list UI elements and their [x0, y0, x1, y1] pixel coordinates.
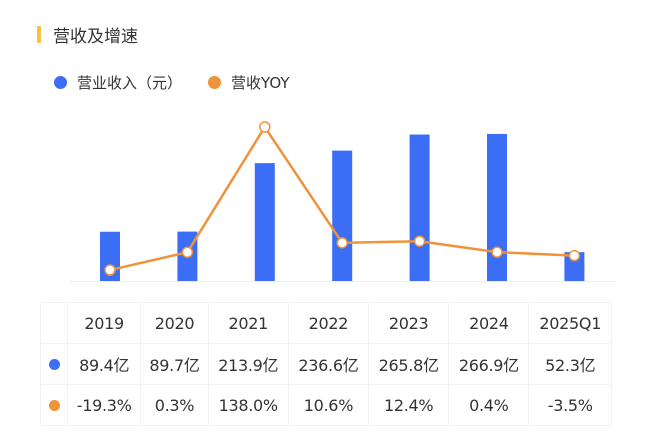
cell-yoy-2022: 10.6%: [287, 384, 370, 426]
yoy-point-2024: [491, 246, 503, 258]
chart-plot: [70, 121, 615, 282]
legend-label-yoy: 营收YOY: [231, 74, 290, 92]
header-2023: 2023: [368, 302, 450, 344]
header-2022: 2022: [287, 302, 370, 344]
cell-yoy-2023: 12.4%: [368, 384, 450, 426]
row-marker-yoy: [40, 384, 68, 426]
cell-revenue-2024: 266.9亿: [448, 343, 530, 385]
legend-dot-yoy: [208, 76, 222, 89]
yoy-dot: [48, 399, 60, 411]
cell-yoy-2025Q1: -3.5%: [528, 384, 612, 426]
cell-yoy-2019: -19.3%: [66, 384, 142, 426]
header-2024: 2024: [448, 302, 530, 344]
bar-2024: [487, 133, 507, 281]
legend-label-revenue: 营业收入（元）: [77, 74, 183, 92]
yoy-point-2021: [259, 121, 271, 133]
yoy-point-2022: [336, 237, 348, 249]
yoy-point-2020: [181, 246, 194, 258]
bar-2025Q1: [564, 252, 585, 281]
bar-2022: [332, 150, 353, 281]
cell-yoy-2020: 0.3%: [140, 384, 209, 426]
legend-item-revenue: 营业收入（元）: [54, 72, 182, 93]
revenue-dot: [48, 358, 60, 370]
yoy-point-2025Q1: [568, 249, 581, 262]
header-2021: 2021: [207, 302, 289, 344]
cell-yoy-2024: 0.4%: [448, 384, 530, 426]
data-table: 2019 2020 2021 2022 2023 2024 2025Q1 89.4亿 89.7…: [40, 302, 612, 426]
cell-revenue-2023: 265.8亿: [368, 343, 450, 385]
yoy-point-2019: [104, 264, 116, 276]
cell-yoy-2021: 138.0%: [207, 384, 289, 426]
header-2020: 2020: [140, 302, 209, 344]
chart-title: 营收及增速: [53, 27, 138, 47]
table-corner: [40, 302, 68, 344]
table-row-revenue: 89.4亿 89.7亿 213.9亿 236.6亿 265.8亿 266.9亿 52.3亿: [40, 343, 612, 385]
header-2019: 2019: [66, 302, 142, 344]
table-row-yoy: -19.3% 0.3% 138.0% 10.6% 12.4% 0.4% -3.5%: [40, 384, 612, 426]
bar-2023: [409, 134, 430, 281]
row-marker-revenue: [40, 343, 68, 385]
cell-revenue-2025Q1: 52.3亿: [528, 343, 612, 385]
yoy-point-2023: [413, 235, 426, 247]
cell-revenue-2021: 213.9亿: [207, 343, 289, 385]
legend-dot-revenue: [54, 76, 67, 89]
legend-item-yoy: 营收YOY: [208, 72, 290, 93]
cell-revenue-2019: 89.4亿: [66, 343, 142, 385]
table-header-row: 2019 2020 2021 2022 2023 2024 2025Q1: [40, 302, 612, 344]
bar-2021: [254, 163, 275, 281]
legend: 营业收入（元） 营收YOY: [54, 72, 316, 93]
title-accent-bar: [37, 26, 41, 43]
header-2025Q1: 2025Q1: [528, 302, 612, 344]
cell-revenue-2022: 236.6亿: [287, 343, 370, 385]
cell-revenue-2020: 89.7亿: [140, 343, 209, 385]
